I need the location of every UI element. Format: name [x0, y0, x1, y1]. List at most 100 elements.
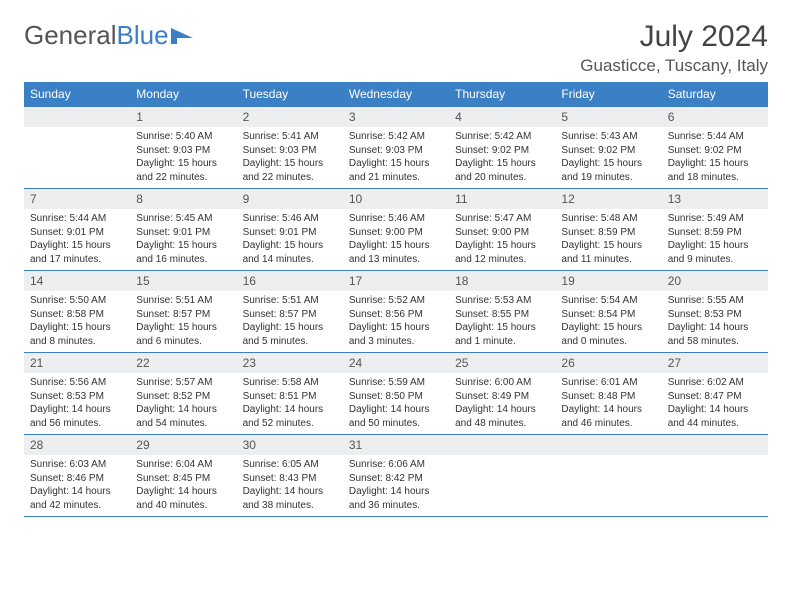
sunset-text: Sunset: 9:03 PM [243, 144, 337, 158]
daylight-text-1: Daylight: 15 hours [136, 157, 230, 171]
sunset-text: Sunset: 9:02 PM [455, 144, 549, 158]
sunrise-text: Sunrise: 5:50 AM [30, 294, 124, 308]
day-details: Sunrise: 6:02 AMSunset: 8:47 PMDaylight:… [662, 373, 768, 434]
weekday-header: Wednesday [343, 82, 449, 107]
calendar-body: 1Sunrise: 5:40 AMSunset: 9:03 PMDaylight… [24, 107, 768, 517]
daylight-text-1: Daylight: 15 hours [668, 157, 762, 171]
sunset-text: Sunset: 8:42 PM [349, 472, 443, 486]
day-details: Sunrise: 5:55 AMSunset: 8:53 PMDaylight:… [662, 291, 768, 352]
sunrise-text: Sunrise: 6:03 AM [30, 458, 124, 472]
day-number: 22 [130, 353, 236, 373]
sunset-text: Sunset: 9:03 PM [136, 144, 230, 158]
calendar-table: SundayMondayTuesdayWednesdayThursdayFrid… [24, 82, 768, 517]
sunset-text: Sunset: 9:00 PM [455, 226, 549, 240]
logo-flag-icon [171, 26, 195, 46]
sunrise-text: Sunrise: 5:42 AM [455, 130, 549, 144]
day-number-empty [662, 435, 768, 455]
day-details: Sunrise: 5:56 AMSunset: 8:53 PMDaylight:… [24, 373, 130, 434]
sunset-text: Sunset: 8:52 PM [136, 390, 230, 404]
daylight-text-2: and 18 minutes. [668, 171, 762, 185]
calendar-cell [24, 107, 130, 189]
daylight-text-2: and 8 minutes. [30, 335, 124, 349]
daylight-text-2: and 52 minutes. [243, 417, 337, 431]
day-number: 29 [130, 435, 236, 455]
weekday-header: Saturday [662, 82, 768, 107]
sunset-text: Sunset: 8:53 PM [668, 308, 762, 322]
day-number: 31 [343, 435, 449, 455]
daylight-text-2: and 0 minutes. [561, 335, 655, 349]
sunrise-text: Sunrise: 6:01 AM [561, 376, 655, 390]
header: GeneralBlue July 2024 Guasticce, Tuscany… [24, 20, 768, 76]
day-number: 11 [449, 189, 555, 209]
daylight-text-1: Daylight: 14 hours [136, 403, 230, 417]
sunrise-text: Sunrise: 5:51 AM [243, 294, 337, 308]
day-details: Sunrise: 5:53 AMSunset: 8:55 PMDaylight:… [449, 291, 555, 352]
calendar-cell: 10Sunrise: 5:46 AMSunset: 9:00 PMDayligh… [343, 189, 449, 271]
sunrise-text: Sunrise: 6:06 AM [349, 458, 443, 472]
calendar-cell: 13Sunrise: 5:49 AMSunset: 8:59 PMDayligh… [662, 189, 768, 271]
calendar-cell: 14Sunrise: 5:50 AMSunset: 8:58 PMDayligh… [24, 271, 130, 353]
daylight-text-1: Daylight: 15 hours [349, 321, 443, 335]
sunset-text: Sunset: 9:01 PM [30, 226, 124, 240]
day-number-empty [449, 435, 555, 455]
day-number: 3 [343, 107, 449, 127]
sunset-text: Sunset: 8:51 PM [243, 390, 337, 404]
daylight-text-2: and 16 minutes. [136, 253, 230, 267]
daylight-text-2: and 22 minutes. [243, 171, 337, 185]
day-number: 12 [555, 189, 661, 209]
day-details: Sunrise: 5:52 AMSunset: 8:56 PMDaylight:… [343, 291, 449, 352]
sunset-text: Sunset: 8:46 PM [30, 472, 124, 486]
day-number: 8 [130, 189, 236, 209]
calendar-cell: 15Sunrise: 5:51 AMSunset: 8:57 PMDayligh… [130, 271, 236, 353]
day-details: Sunrise: 5:44 AMSunset: 9:02 PMDaylight:… [662, 127, 768, 188]
daylight-text-1: Daylight: 15 hours [561, 239, 655, 253]
calendar-cell [449, 435, 555, 517]
sunrise-text: Sunrise: 5:43 AM [561, 130, 655, 144]
daylight-text-2: and 50 minutes. [349, 417, 443, 431]
day-details: Sunrise: 6:04 AMSunset: 8:45 PMDaylight:… [130, 455, 236, 516]
daylight-text-2: and 40 minutes. [136, 499, 230, 513]
sunrise-text: Sunrise: 5:51 AM [136, 294, 230, 308]
sunrise-text: Sunrise: 5:55 AM [668, 294, 762, 308]
calendar-cell: 1Sunrise: 5:40 AMSunset: 9:03 PMDaylight… [130, 107, 236, 189]
weekday-header: Monday [130, 82, 236, 107]
calendar-cell [662, 435, 768, 517]
daylight-text-2: and 54 minutes. [136, 417, 230, 431]
daylight-text-2: and 12 minutes. [455, 253, 549, 267]
sunrise-text: Sunrise: 5:42 AM [349, 130, 443, 144]
sunset-text: Sunset: 9:01 PM [243, 226, 337, 240]
sunset-text: Sunset: 9:02 PM [561, 144, 655, 158]
sunrise-text: Sunrise: 5:53 AM [455, 294, 549, 308]
sunrise-text: Sunrise: 5:52 AM [349, 294, 443, 308]
sunset-text: Sunset: 8:47 PM [668, 390, 762, 404]
calendar-cell: 7Sunrise: 5:44 AMSunset: 9:01 PMDaylight… [24, 189, 130, 271]
sunset-text: Sunset: 8:45 PM [136, 472, 230, 486]
day-details: Sunrise: 5:43 AMSunset: 9:02 PMDaylight:… [555, 127, 661, 188]
daylight-text-1: Daylight: 15 hours [30, 239, 124, 253]
day-number: 13 [662, 189, 768, 209]
daylight-text-2: and 21 minutes. [349, 171, 443, 185]
sunrise-text: Sunrise: 5:57 AM [136, 376, 230, 390]
sunset-text: Sunset: 8:59 PM [561, 226, 655, 240]
daylight-text-2: and 6 minutes. [136, 335, 230, 349]
daylight-text-1: Daylight: 14 hours [349, 485, 443, 499]
day-number: 26 [555, 353, 661, 373]
sunset-text: Sunset: 8:57 PM [243, 308, 337, 322]
daylight-text-2: and 58 minutes. [668, 335, 762, 349]
daylight-text-1: Daylight: 14 hours [136, 485, 230, 499]
day-details: Sunrise: 5:58 AMSunset: 8:51 PMDaylight:… [237, 373, 343, 434]
calendar-cell: 12Sunrise: 5:48 AMSunset: 8:59 PMDayligh… [555, 189, 661, 271]
day-number: 20 [662, 271, 768, 291]
calendar-cell [555, 435, 661, 517]
logo-text-2: Blue [117, 20, 195, 51]
logo-text-1: General [24, 20, 117, 51]
day-number: 15 [130, 271, 236, 291]
daylight-text-1: Daylight: 15 hours [668, 239, 762, 253]
sunrise-text: Sunrise: 5:58 AM [243, 376, 337, 390]
daylight-text-1: Daylight: 15 hours [455, 321, 549, 335]
calendar-cell: 26Sunrise: 6:01 AMSunset: 8:48 PMDayligh… [555, 353, 661, 435]
daylight-text-2: and 22 minutes. [136, 171, 230, 185]
day-details: Sunrise: 5:57 AMSunset: 8:52 PMDaylight:… [130, 373, 236, 434]
daylight-text-1: Daylight: 15 hours [455, 157, 549, 171]
sunset-text: Sunset: 9:01 PM [136, 226, 230, 240]
